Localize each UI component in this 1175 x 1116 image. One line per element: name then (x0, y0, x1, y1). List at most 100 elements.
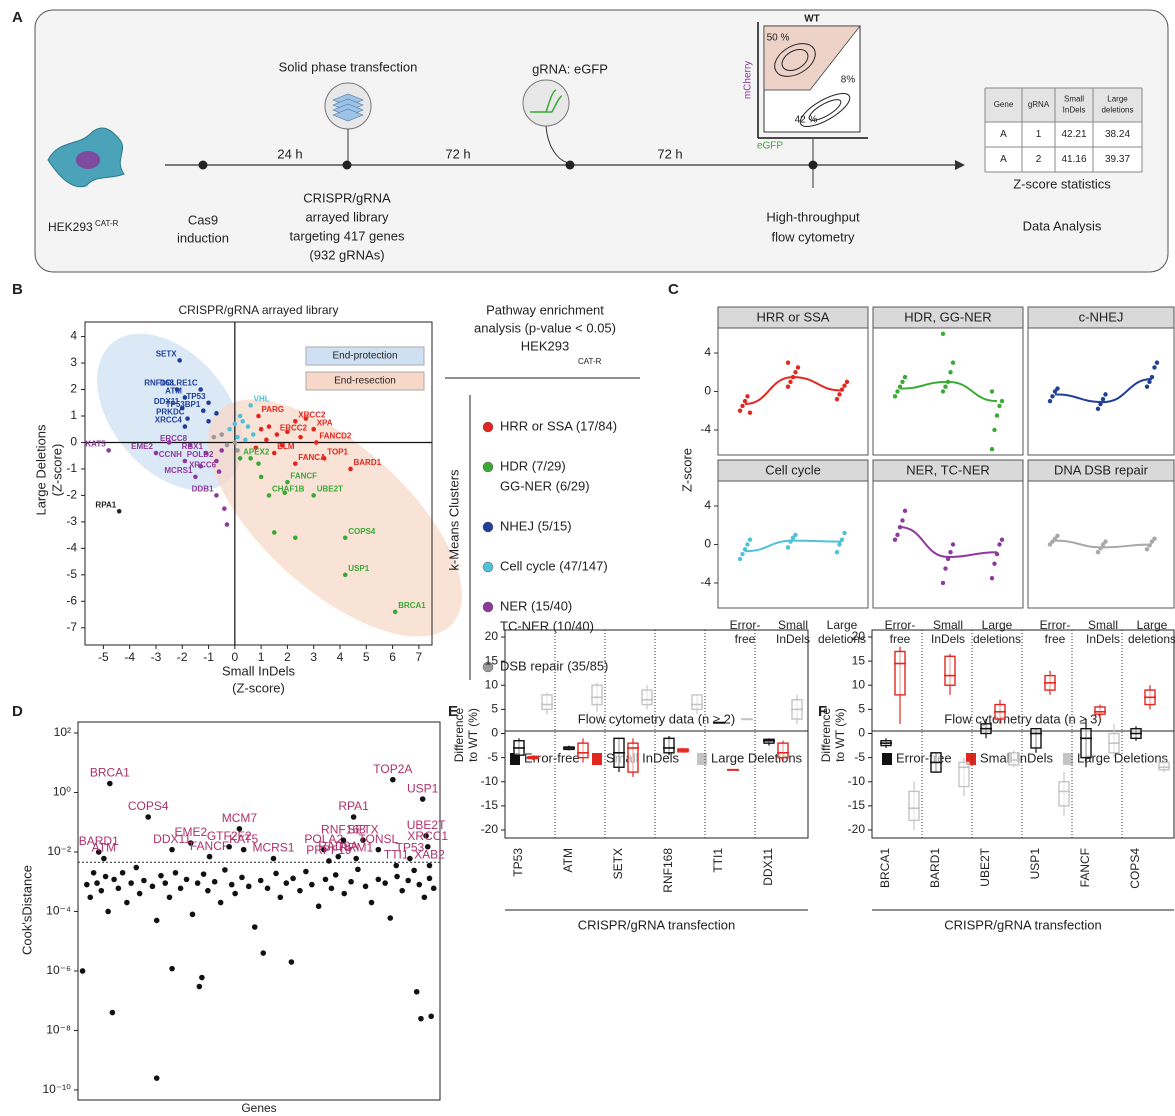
point-label: FANCF (290, 471, 317, 480)
point (107, 781, 113, 787)
point-label: PARG (262, 405, 285, 414)
point (232, 891, 238, 897)
gate-label: 42 % (795, 115, 818, 126)
y-tick-label: 2 (70, 382, 77, 396)
x-tick-label: 2 (284, 650, 291, 664)
point (183, 424, 188, 429)
point (348, 879, 354, 885)
step-text: CRISPR/gRNA (303, 190, 391, 205)
point (788, 380, 792, 384)
point (1103, 392, 1107, 396)
point (185, 416, 190, 421)
point (167, 894, 173, 900)
y-tick-label: 10⁻⁴ (46, 904, 71, 918)
point (793, 533, 797, 537)
y-tick-label: 1 (70, 408, 77, 422)
point (990, 576, 994, 580)
point (273, 871, 279, 877)
y-tick-label: -6 (66, 593, 77, 607)
table-cell: 42.21 (1061, 129, 1086, 140)
x-tick-label: BRCA1 (878, 848, 892, 888)
point (111, 877, 117, 883)
point-label: TOP1 (327, 447, 348, 456)
point (219, 432, 224, 437)
box (1095, 707, 1105, 714)
y-axis-title: Large Deletions (33, 424, 48, 516)
point (87, 894, 93, 900)
cell-line: HEK293 (48, 220, 93, 234)
y-tick-label: 0 (704, 384, 711, 398)
y-tick-label: 10 (852, 677, 866, 691)
point (333, 872, 339, 878)
point (992, 428, 996, 432)
point (738, 409, 742, 413)
point (941, 332, 945, 336)
point (293, 535, 298, 540)
point-label: FANCA (298, 453, 326, 462)
point (943, 384, 947, 388)
point (903, 509, 907, 513)
x-tick-label: 3 (310, 650, 317, 664)
point (154, 1075, 160, 1081)
point (842, 384, 846, 388)
x-tick-label: -4 (124, 650, 135, 664)
point (323, 877, 329, 883)
point (903, 375, 907, 379)
point (178, 886, 184, 892)
point-label: ATM (92, 841, 116, 855)
point-label: RPA1 (338, 799, 369, 813)
y-tick-label: 0 (704, 537, 711, 551)
point (348, 467, 353, 472)
y-axis-title: to WT (%) (466, 708, 480, 762)
point (990, 389, 994, 393)
legend-label: GG-NER (6/29) (500, 478, 590, 493)
table-header: Gene (994, 100, 1014, 109)
legend-swatch (483, 462, 493, 472)
point (1155, 360, 1159, 364)
point (141, 878, 147, 884)
point (740, 404, 744, 408)
table-cell: 1 (1036, 129, 1042, 140)
legend-swatch (483, 562, 493, 572)
y-tick-label: 4 (70, 329, 77, 343)
x-tick-label: 5 (363, 650, 370, 664)
facet-title: HRR or SSA (757, 309, 830, 324)
point (260, 950, 266, 956)
transfection-label: Solid phase transfection (279, 59, 418, 74)
point (745, 394, 749, 398)
point (259, 475, 264, 480)
point (948, 370, 952, 374)
point (205, 888, 211, 894)
point-label: XRCC6 (189, 461, 217, 470)
cell-line-sup: CAT-R (95, 219, 119, 228)
point (431, 886, 437, 892)
flow-y-label: mCherry (743, 61, 754, 99)
table-header: deletions (1101, 106, 1133, 115)
step-text: targeting 417 genes (290, 228, 405, 243)
point (786, 545, 790, 549)
table-caption: Z-score statistics (1013, 176, 1111, 191)
legend-label: NHEJ (5/15) (500, 518, 572, 533)
table-cell: 39.37 (1105, 154, 1130, 165)
panel-label: C (668, 281, 679, 298)
point (237, 826, 243, 832)
table-cell: A (1000, 129, 1007, 140)
annotation: End-resection (334, 376, 396, 387)
y-tick-label: 4 (704, 498, 711, 512)
gate-label: 50 % (767, 33, 790, 44)
step-text: Cas9 (188, 212, 218, 227)
point (120, 870, 126, 876)
table-header: Small (1064, 95, 1084, 104)
point (748, 410, 752, 414)
point (405, 878, 411, 884)
table-cell: A (1000, 154, 1007, 165)
point (227, 427, 232, 432)
x-tick-label: 1 (258, 650, 265, 664)
point (239, 875, 245, 881)
point (94, 880, 100, 886)
step-text: flow cytometry (771, 229, 855, 244)
point-label: XAB2 (414, 848, 445, 862)
point (238, 414, 243, 419)
point (233, 422, 238, 427)
x-tick-label: -1 (203, 650, 214, 664)
